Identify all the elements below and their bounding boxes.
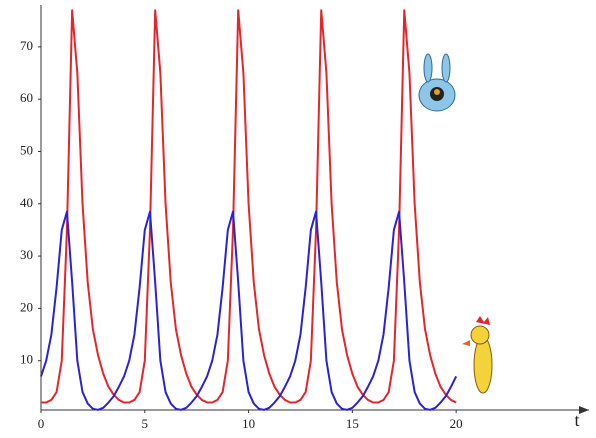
- series-line: [40, 210, 458, 411]
- y-tick-label: 30: [20, 247, 33, 262]
- y-tick-label: 50: [20, 142, 33, 157]
- prey-icon: [462, 316, 493, 394]
- x-axis-label: t: [574, 410, 579, 430]
- y-tick-label: 60: [20, 90, 33, 105]
- x-tick-label: 5: [142, 416, 149, 431]
- y-tick-label: 70: [20, 38, 33, 53]
- x-tick-label: 10: [242, 416, 255, 431]
- y-tick-label: 10: [20, 352, 33, 367]
- x-tick-label: 0: [38, 416, 45, 431]
- x-axis-arrow: [579, 406, 589, 414]
- series-line: [41, 9, 457, 404]
- x-tick-label: 15: [346, 416, 359, 431]
- x-tick-label: 20: [450, 416, 463, 431]
- predator-icon: [418, 53, 456, 112]
- y-tick-label: 40: [20, 195, 33, 210]
- y-tick-label: 20: [20, 299, 33, 314]
